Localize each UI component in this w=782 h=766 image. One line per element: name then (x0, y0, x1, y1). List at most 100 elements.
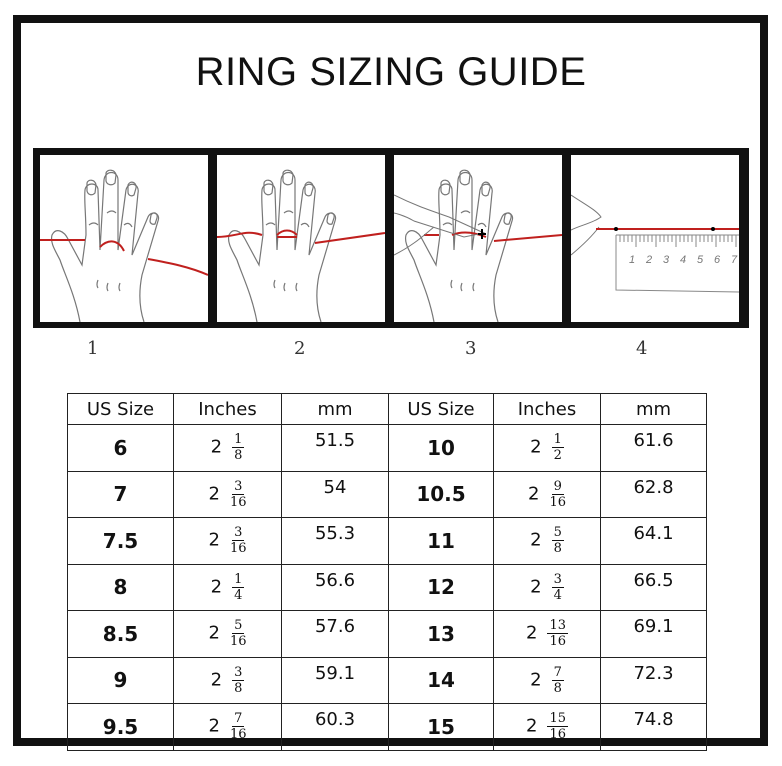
step-number-1: 1 (87, 338, 99, 359)
inches: 2 13 16 (493, 610, 601, 658)
inches-whole: 2 (208, 622, 220, 644)
millimeters: 74.8 (600, 703, 707, 751)
column-header: Inches (493, 393, 601, 425)
table-row: 6 2 1 8 51.5 10 2 1 2 61.6 (67, 424, 707, 472)
inches-fraction: 3 16 (230, 525, 247, 556)
us-size: 9.5 (67, 703, 174, 751)
millimeters: 57.6 (281, 610, 389, 658)
fraction-denominator: 16 (549, 727, 566, 743)
us-size: 10.5 (388, 470, 494, 518)
step-2-illustration (217, 155, 385, 322)
fraction-denominator: 4 (553, 587, 562, 603)
millimeters: 62.8 (600, 470, 707, 518)
page-title: RING SIZING GUIDE (195, 50, 587, 94)
ruler-number: 4 (680, 254, 686, 266)
millimeters: 55.3 (281, 517, 389, 565)
inches-fraction: 7 16 (230, 711, 247, 742)
us-size: 6 (67, 424, 174, 472)
fraction-numerator: 7 (232, 711, 245, 728)
column-header: mm (281, 393, 389, 425)
inches: 2 7 16 (173, 703, 282, 751)
inches-fraction: 3 16 (230, 479, 247, 510)
inches-whole: 2 (210, 576, 223, 598)
us-size: 12 (388, 563, 494, 611)
inches-whole: 2 (526, 622, 538, 644)
us-size: 8 (67, 563, 174, 611)
fraction-denominator: 16 (229, 494, 247, 510)
ring-size-table: US Size Inches mm US Size Inches mm 6 2 1 8 51.5 1… (67, 393, 707, 751)
fraction-numerator: 5 (232, 618, 245, 635)
step-number-4: 4 (636, 338, 648, 359)
table-row: 7.5 2 3 16 55.3 11 2 5 8 64.1 (67, 517, 707, 565)
millimeters: 59.1 (281, 656, 389, 704)
step-1-illustration (40, 155, 208, 322)
fraction-denominator: 8 (553, 680, 562, 696)
millimeters: 61.6 (600, 424, 707, 472)
step-number-3: 3 (465, 338, 477, 359)
inches-whole: 2 (210, 436, 223, 458)
inches-whole: 2 (208, 715, 220, 737)
us-size: 11 (388, 517, 494, 565)
inches: 2 5 16 (173, 610, 282, 658)
inches-whole: 2 (530, 436, 542, 458)
step-number-2: 2 (294, 338, 306, 359)
fraction-denominator: 4 (234, 587, 243, 603)
ruler-number: 3 (663, 254, 670, 266)
inches-whole: 2 (530, 669, 542, 691)
ruler-number: 2 (645, 254, 652, 266)
millimeters: 51.5 (281, 424, 389, 472)
table-header-row: US Size Inches mm US Size Inches mm (67, 393, 707, 425)
inches: 2 15 16 (493, 703, 601, 751)
fraction-numerator: 1 (232, 432, 245, 449)
fraction-denominator: 16 (229, 634, 247, 650)
us-size: 15 (388, 703, 494, 751)
column-header: mm (600, 393, 707, 425)
inches-whole: 2 (530, 529, 542, 551)
fraction-numerator: 9 (551, 478, 564, 495)
inches-whole: 2 (208, 483, 220, 505)
fraction-numerator: 13 (547, 618, 568, 635)
us-size: 10 (388, 424, 494, 472)
fraction-numerator: 7 (551, 664, 564, 681)
fraction-denominator: 2 (553, 448, 562, 464)
fraction-numerator: 15 (547, 711, 568, 728)
fraction-denominator: 16 (549, 634, 566, 650)
inches: 2 3 16 (173, 517, 282, 565)
millimeters: 66.5 (600, 563, 707, 611)
ruler-number: 5 (697, 254, 704, 266)
millimeters: 56.6 (281, 563, 389, 611)
fraction-numerator: 3 (551, 571, 564, 588)
step-3-illustration (394, 155, 562, 322)
table-row: 9.5 2 7 16 60.3 15 2 15 16 74.8 (67, 703, 707, 751)
column-header: US Size (388, 393, 494, 425)
us-size: 14 (388, 656, 494, 704)
fraction-denominator: 16 (229, 727, 247, 743)
fraction-numerator: 3 (232, 478, 245, 495)
fraction-numerator: 3 (232, 664, 245, 681)
us-size: 7.5 (67, 517, 174, 565)
inches-whole: 2 (210, 669, 223, 691)
millimeters: 54 (281, 470, 389, 518)
millimeters: 72.3 (600, 656, 707, 704)
fraction-denominator: 8 (553, 541, 562, 557)
table-row: 8.5 2 5 16 57.6 13 2 13 16 69.1 (67, 610, 707, 658)
us-size: 8.5 (67, 610, 174, 658)
inches-whole: 2 (526, 715, 538, 737)
column-header: US Size (67, 393, 174, 425)
table-row: 9 2 3 8 59.1 14 2 7 8 72.3 (67, 656, 707, 704)
ruler-number: 1 (629, 254, 635, 266)
inches: 2 9 16 (493, 470, 601, 518)
